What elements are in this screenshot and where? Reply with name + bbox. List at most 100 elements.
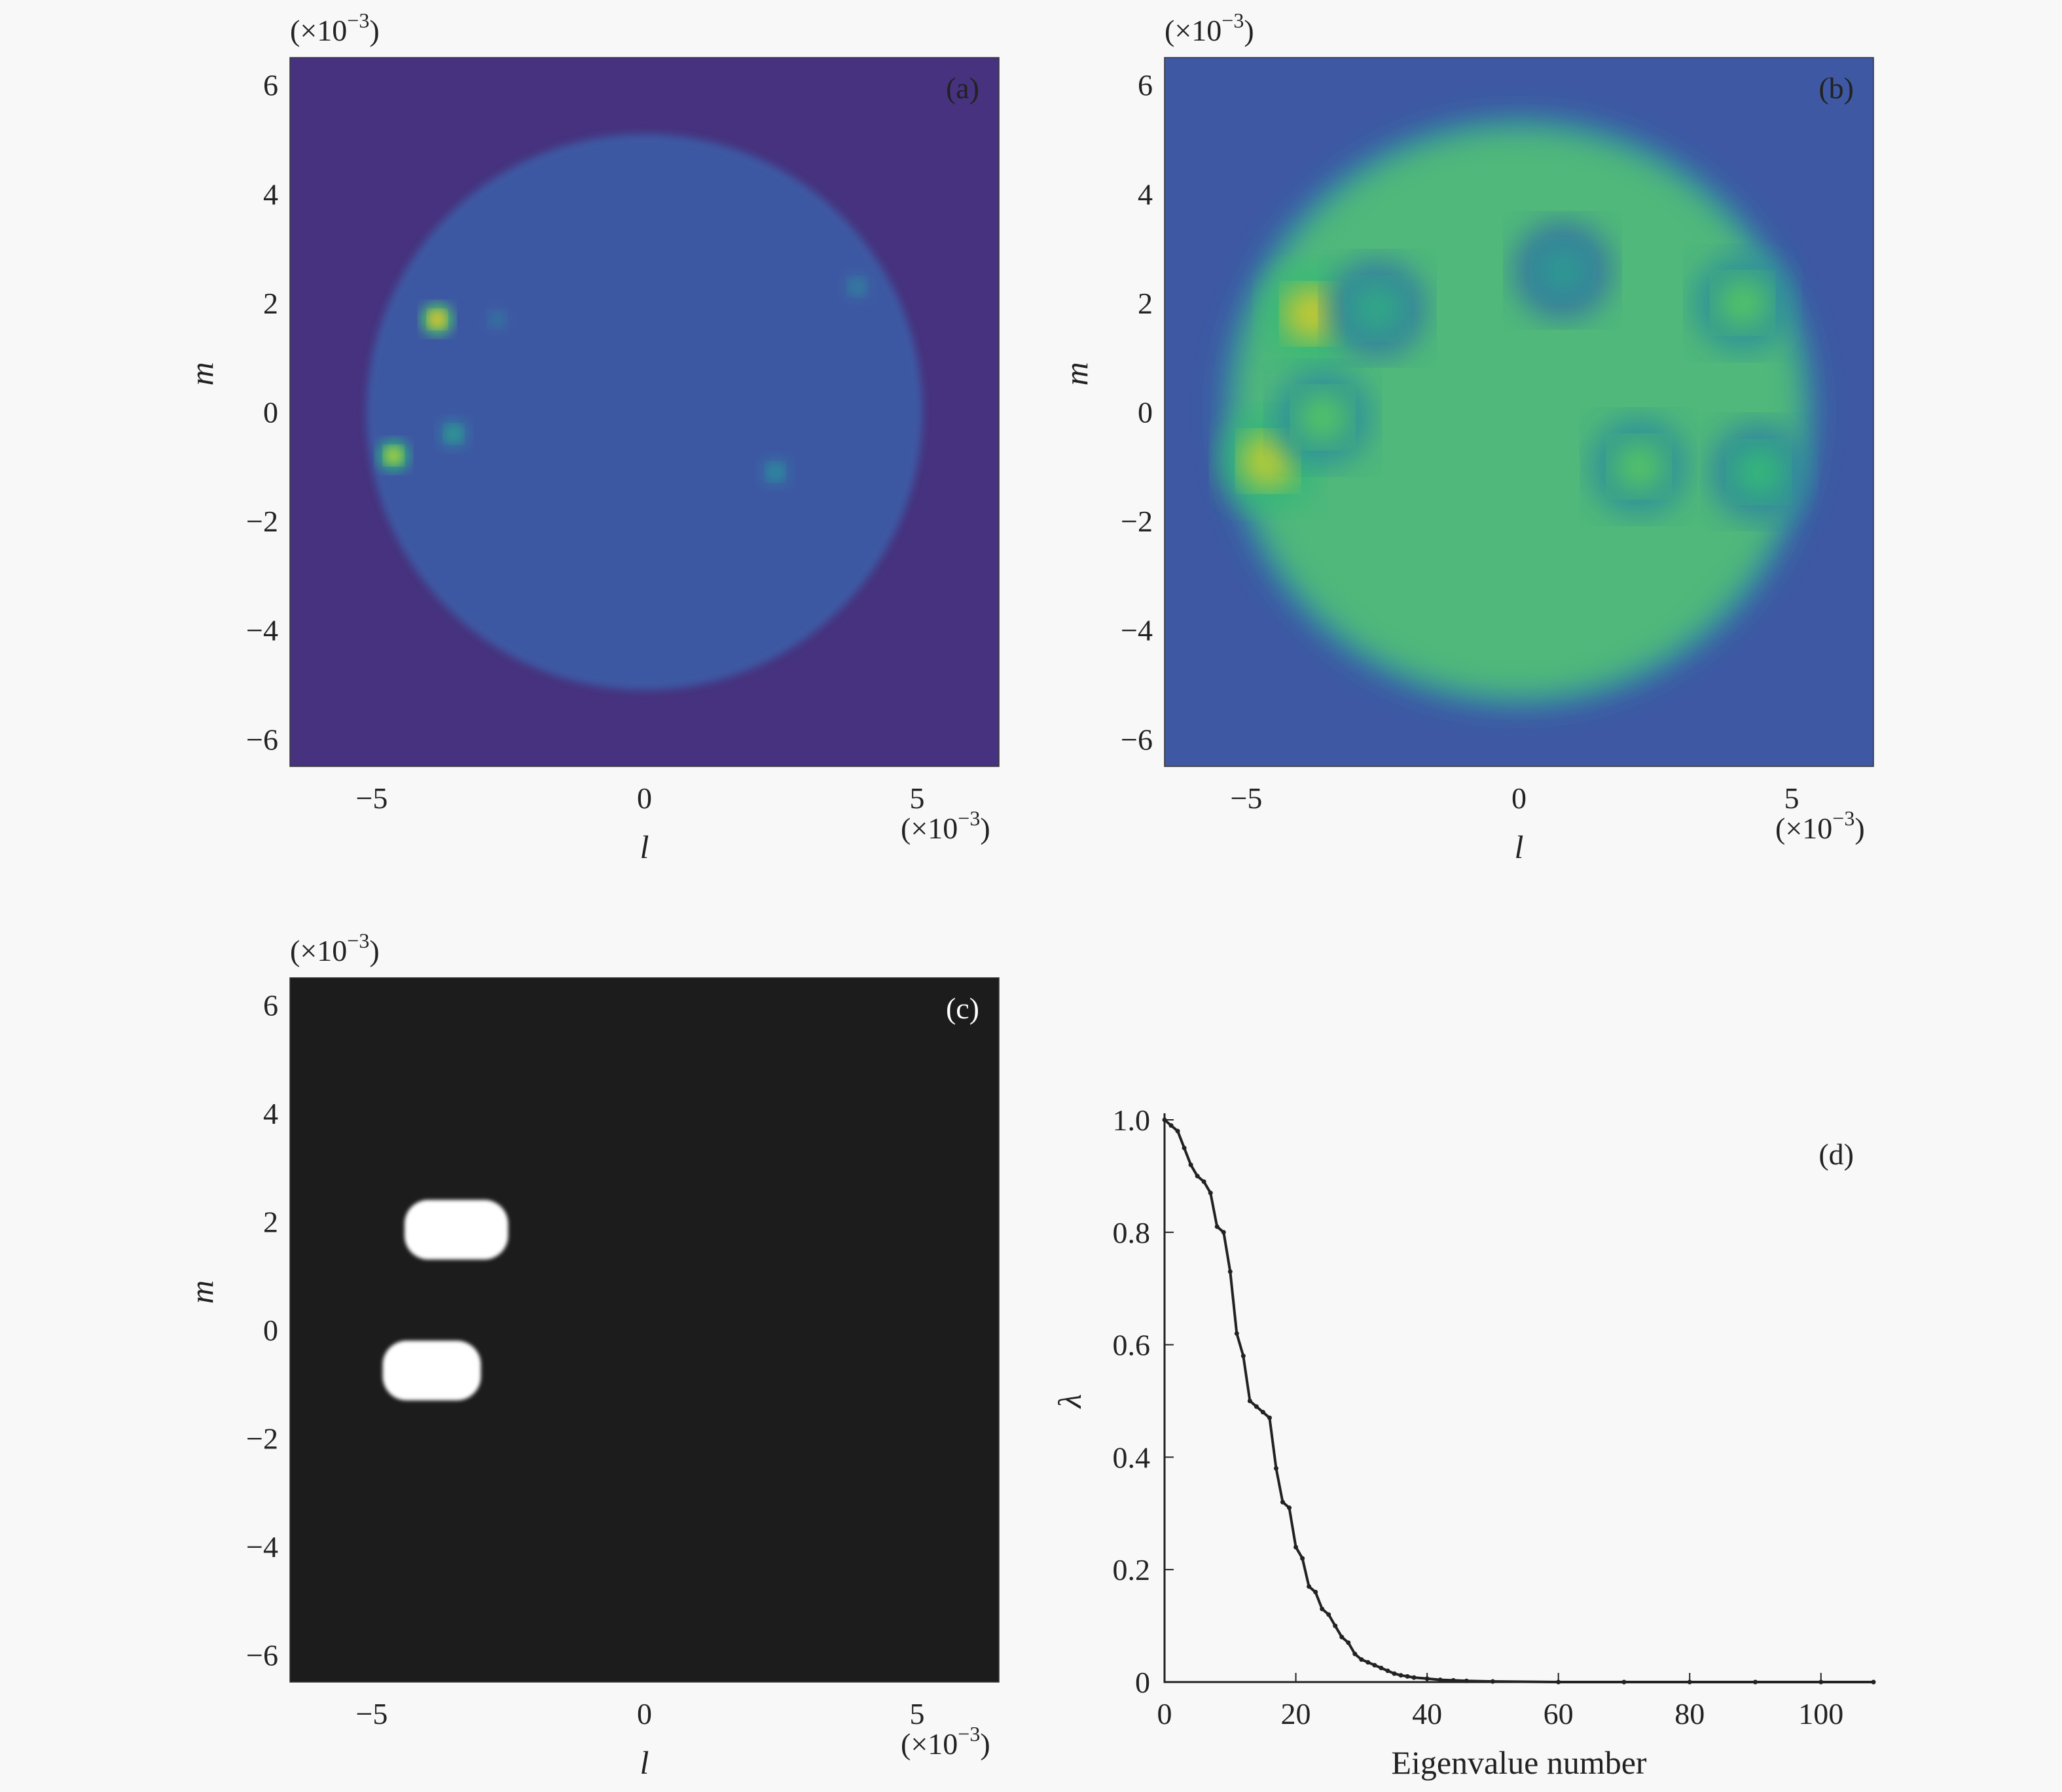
eigenvalue-point: [1339, 1634, 1345, 1640]
y-tick-label: 6: [1138, 69, 1153, 102]
hotspot: [427, 310, 446, 329]
eigenvalue-point: [1280, 1499, 1285, 1505]
eigenvalue-point: [1398, 1673, 1403, 1678]
eigenvalue-point: [1359, 1657, 1364, 1662]
eigenvalue-point: [1293, 1545, 1299, 1550]
y-tick-label: −2: [1121, 505, 1153, 538]
x-tick-label: 100: [1798, 1697, 1843, 1730]
y-axis-multiplier: (×10−3): [290, 929, 380, 967]
eigenvalue-point: [1366, 1660, 1371, 1665]
y-tick-label: 2: [263, 287, 278, 320]
y-tick-label: −2: [246, 505, 278, 538]
hotspot: [1240, 433, 1296, 489]
x-tick-label: 0: [637, 781, 652, 815]
eigenvalue-point: [1227, 1269, 1233, 1274]
eigenvalue-point: [1313, 1590, 1318, 1595]
y-axis-multiplier: (×10−3): [290, 9, 380, 47]
panel-a: −5 0 5 6 4 2 0 −2 −4 −6 l m (×10−3) (×10−3) (a): [183, 9, 1000, 865]
y-tick-label: 0.8: [1113, 1216, 1151, 1249]
y-tick-label: −4: [246, 614, 278, 647]
eigenvalue-curve: [1163, 1119, 1873, 1683]
y-tick-label: 0: [263, 396, 278, 429]
mask-background: [290, 978, 999, 1682]
source-mask-region: [404, 1200, 509, 1260]
eigenvalue-point: [1188, 1162, 1193, 1168]
eigenvalue-point: [1287, 1505, 1292, 1511]
eigenvalue-point: [1300, 1556, 1305, 1561]
sky-disc: [366, 134, 923, 690]
eigenvalue-point: [1214, 1224, 1220, 1229]
hotspot: [384, 446, 403, 465]
eigenvalue-point: [1687, 1679, 1692, 1685]
source-mask-region: [382, 1340, 481, 1401]
plot-frame: [1164, 57, 1874, 767]
eigenvalue-point: [1753, 1679, 1758, 1685]
y-tick-label: 4: [1138, 177, 1153, 211]
y-tick-label: 4: [263, 177, 278, 211]
eigenvalue-point: [1621, 1679, 1627, 1685]
y-tick-label: 1.0: [1113, 1103, 1151, 1137]
y-axis-label: m: [1058, 362, 1094, 385]
y-tick-label: 0.2: [1113, 1553, 1151, 1586]
eigenvalue-point: [1405, 1674, 1410, 1679]
panel-label: (a): [946, 71, 979, 105]
y-tick-label: −2: [246, 1422, 278, 1456]
x-axis-label: l: [640, 829, 649, 865]
eigenvalue-point: [1267, 1415, 1272, 1420]
panel-label: (d): [1818, 1138, 1854, 1171]
hotspot: [1731, 444, 1787, 500]
plot-frame: [289, 57, 1000, 767]
eigenvalue-point: [1240, 1353, 1246, 1359]
hotspot: [1349, 281, 1405, 336]
y-tick-label: 0: [1135, 1666, 1150, 1699]
eigenvalue-point: [1162, 1117, 1167, 1122]
eigenvalue-point: [1490, 1679, 1495, 1684]
eigenvalue-point: [1234, 1331, 1239, 1336]
y-tick-label: −6: [1121, 723, 1153, 756]
eigenvalue-point: [1333, 1623, 1338, 1628]
x-axis-multiplier: (×10−3): [901, 1722, 990, 1761]
x-tick-label: −5: [355, 781, 388, 815]
x-tick-label: −5: [355, 1697, 388, 1730]
y-tick-label: 0.4: [1113, 1441, 1151, 1474]
eigenvalue-point: [1346, 1640, 1351, 1645]
x-axis-label: l: [640, 1744, 649, 1781]
x-tick-label: 0: [1511, 781, 1527, 815]
hotspot: [488, 310, 507, 329]
hotspot: [848, 277, 867, 296]
x-tick-label: 5: [1784, 781, 1800, 815]
y-tick-label: −6: [246, 723, 278, 756]
y-axis-label: m: [183, 362, 220, 385]
panel-c: −5 0 5 6 4 2 0 −2 −4 −6 l m (×10−3) (×10−3) (c): [183, 929, 1000, 1781]
x-axis-multiplier: (×10−3): [1775, 806, 1865, 845]
eigenvalue-point: [1411, 1675, 1417, 1680]
eigenvalue-point: [1352, 1651, 1358, 1657]
eigenvalue-point: [1438, 1677, 1443, 1683]
panel-label: (b): [1818, 71, 1854, 105]
y-tick-label: 6: [263, 69, 278, 102]
eigenvalue-point: [1307, 1584, 1312, 1589]
y-tick-label: 0.6: [1113, 1329, 1151, 1362]
eigenvalue-point: [1195, 1174, 1200, 1179]
hotspot: [1295, 389, 1350, 445]
axes: [1163, 1113, 1873, 1683]
x-tick-label: 5: [910, 781, 925, 815]
x-tick-label: −5: [1230, 781, 1262, 815]
hotspot: [444, 424, 463, 443]
y-tick-label: 6: [263, 988, 278, 1022]
x-tick-label: 0: [1157, 1697, 1172, 1730]
x-tick-label: 0: [637, 1697, 652, 1730]
y-tick-label: 0: [263, 1314, 278, 1347]
eigenvalue-point: [1221, 1230, 1226, 1235]
eigenvalue-point: [1372, 1662, 1377, 1668]
y-tick-label: 4: [263, 1097, 278, 1130]
panel-b: −5 0 5 6 4 2 0 −2 −4 −6 l m (×10−3) (×10−3) (b): [1058, 9, 1874, 865]
eigenvalue-point: [1182, 1145, 1187, 1151]
x-tick-label: 20: [1281, 1697, 1311, 1730]
eigenvalue-point: [1175, 1128, 1180, 1134]
y-tick-label: −6: [246, 1639, 278, 1672]
hotspot: [1535, 242, 1591, 298]
eigenvalue-point: [1392, 1671, 1397, 1676]
x-axis-label: l: [1515, 829, 1524, 865]
eigenvalue-point: [1260, 1410, 1265, 1415]
